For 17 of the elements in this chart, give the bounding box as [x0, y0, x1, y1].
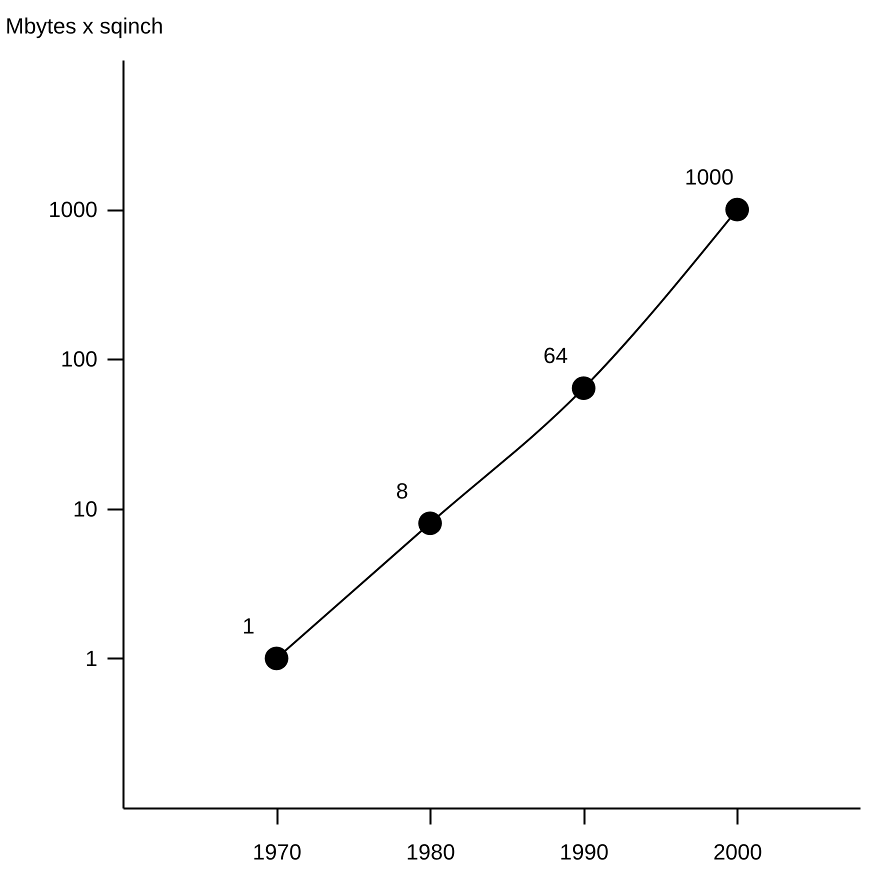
point	[572, 376, 596, 400]
y-tick-label: 100	[60, 346, 98, 372]
x-tick-label: 2000	[713, 840, 762, 864]
x-tick-label: 1980	[406, 840, 456, 864]
y-tick-label: 1	[85, 646, 98, 671]
point	[725, 198, 749, 222]
x-tick-label: 1990	[560, 840, 609, 864]
data-label: 8	[396, 478, 408, 504]
y-tick-label: 1000	[48, 197, 98, 222]
data-label: 1	[242, 613, 255, 638]
x-tick-label: 1970	[252, 840, 302, 864]
point	[264, 646, 288, 670]
y-tick-label: 10	[73, 496, 98, 522]
y-axis-title: Mbytes x sqinch	[6, 14, 164, 38]
data-label: 1000	[684, 164, 734, 190]
point	[418, 511, 442, 536]
data-label: 64	[543, 343, 568, 368]
